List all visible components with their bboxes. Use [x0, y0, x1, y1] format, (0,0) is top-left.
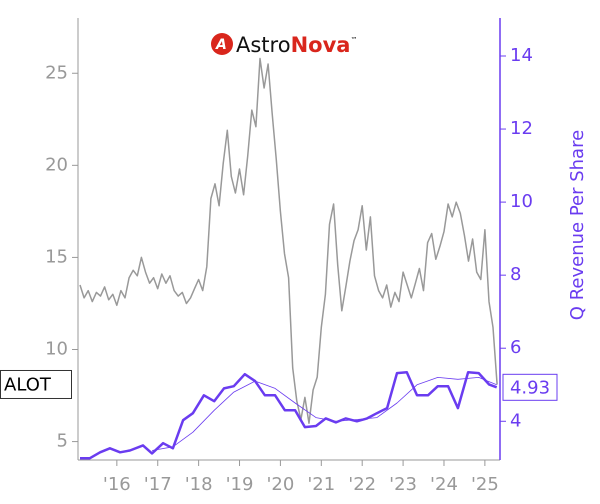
- ticker-box: [0, 369, 72, 399]
- value-label-box: [502, 373, 558, 401]
- x-tick-label: '20: [266, 474, 294, 495]
- y-tick-label: 15: [45, 246, 68, 267]
- x-tick-label: '22: [348, 474, 376, 495]
- series-line: [80, 371, 498, 460]
- logo-part: Astro: [236, 33, 291, 57]
- logo-mark: ™: [350, 36, 357, 44]
- y2-tick-label: 14: [510, 45, 533, 66]
- value-label: 4.93: [510, 377, 550, 398]
- x-tick-label: '16: [103, 474, 131, 495]
- logo: AstroNova™: [236, 33, 357, 57]
- y2-axis-label: Q Revenue Per Share: [567, 130, 588, 320]
- y-tick-label: 25: [45, 62, 68, 83]
- ticker-label: ALOT: [4, 374, 52, 395]
- y-tick-label: 10: [45, 339, 68, 360]
- y-tick-label: 20: [45, 154, 68, 175]
- y2-tick-label: 4: [510, 410, 521, 431]
- series-line: [79, 57, 498, 424]
- y2-tick-label: 6: [510, 337, 521, 358]
- x-tick-label: '21: [307, 474, 335, 495]
- x-tick-label: '24: [430, 474, 458, 495]
- logo-icon-letter: A: [215, 37, 227, 53]
- logo-part: Nova: [291, 33, 351, 57]
- series-line: [151, 377, 497, 451]
- x-tick-label: '18: [185, 474, 213, 495]
- y2-tick-label: 8: [510, 264, 521, 285]
- y-tick-label: 5: [57, 431, 68, 452]
- y2-tick-label: 12: [510, 118, 533, 139]
- x-tick-label: '19: [226, 474, 254, 495]
- logo-icon: [211, 33, 233, 55]
- y2-tick-label: 10: [510, 191, 533, 212]
- x-tick-label: '23: [389, 474, 417, 495]
- x-tick-label: '17: [144, 474, 172, 495]
- x-tick-label: '25: [471, 474, 499, 495]
